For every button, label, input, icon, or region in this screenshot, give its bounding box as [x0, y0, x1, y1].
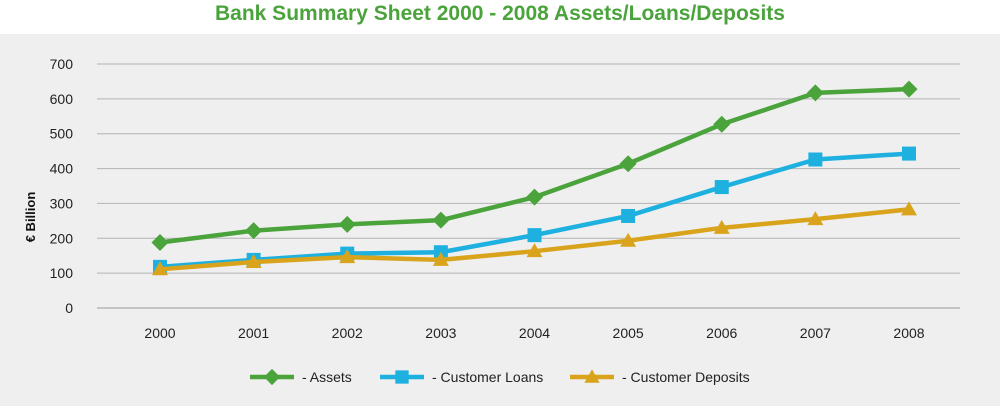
- data-point-diamond: [151, 233, 169, 251]
- legend-item: - Customer Deposits: [570, 369, 750, 385]
- data-point-diamond: [432, 211, 450, 229]
- data-point-diamond: [900, 80, 918, 98]
- legend: - Assets - Customer Loans - Customer Depos…: [250, 368, 750, 386]
- chart-title: Bank Summary Sheet 2000 - 2008 Assets/Lo…: [215, 2, 785, 25]
- y-axis: 0 100 200 300 400 500 600 700: [50, 56, 74, 316]
- data-point-triangle: [713, 219, 730, 234]
- legend-marker-diamond: [263, 368, 281, 386]
- legend-label: - Customer Deposits: [622, 369, 750, 385]
- y-axis-title: € Billion: [23, 192, 38, 243]
- data-point-triangle: [432, 251, 449, 266]
- y-tick-label: 600: [50, 91, 74, 107]
- y-tick-label: 400: [50, 161, 74, 177]
- data-point-square: [714, 180, 729, 195]
- data-point-triangle: [620, 232, 637, 247]
- data-point-square: [527, 228, 542, 243]
- x-tick-label: 2005: [613, 325, 644, 341]
- x-tick-label: 2003: [425, 325, 456, 341]
- data-point-triangle: [807, 211, 824, 226]
- y-tick-label: 100: [50, 265, 74, 281]
- x-tick-label: 2001: [238, 325, 269, 341]
- data-point-diamond: [338, 215, 356, 233]
- data-point-square: [902, 146, 916, 161]
- data-point-diamond: [713, 115, 731, 133]
- data-point-diamond: [526, 188, 543, 206]
- data-point-triangle: [152, 261, 168, 276]
- data-point-triangle: [339, 249, 356, 264]
- y-tick-label: 500: [50, 126, 74, 142]
- legend-label: - Customer Loans: [432, 369, 543, 385]
- y-tick-label: 700: [50, 56, 74, 72]
- x-tick-label: 2006: [706, 325, 737, 341]
- x-tick-label: 2002: [332, 325, 363, 341]
- y-tick-label: 300: [50, 195, 74, 211]
- x-tick-label: 2007: [800, 325, 831, 341]
- y-tick-label: 200: [50, 230, 74, 246]
- data-point-square: [808, 152, 823, 167]
- gridlines: [97, 63, 960, 309]
- data-point-triangle: [526, 243, 543, 258]
- data-point-square: [621, 208, 636, 223]
- legend-item: - Assets: [250, 368, 352, 386]
- data-point-diamond: [245, 222, 263, 240]
- legend-marker-square: [395, 370, 409, 384]
- data-point-triangle: [245, 253, 262, 268]
- series-customer-deposits: [152, 201, 917, 276]
- y-tick-label: 0: [65, 300, 73, 316]
- legend-marker-triangle: [584, 369, 600, 383]
- data-point-diamond: [619, 155, 637, 173]
- plot-panel: [0, 34, 1000, 406]
- x-tick-label: 2004: [519, 325, 550, 341]
- x-axis: 2000 2001 2002 2003 2004 2005 2006 2007 2008: [144, 325, 924, 341]
- x-tick-label: 2000: [144, 325, 175, 341]
- data-point-triangle: [901, 201, 917, 216]
- data-point-diamond: [806, 84, 824, 102]
- legend-item: - Customer Loans: [380, 369, 543, 385]
- legend-label: - Assets: [302, 369, 352, 385]
- x-tick-label: 2008: [893, 325, 924, 341]
- series-assets: [151, 80, 918, 251]
